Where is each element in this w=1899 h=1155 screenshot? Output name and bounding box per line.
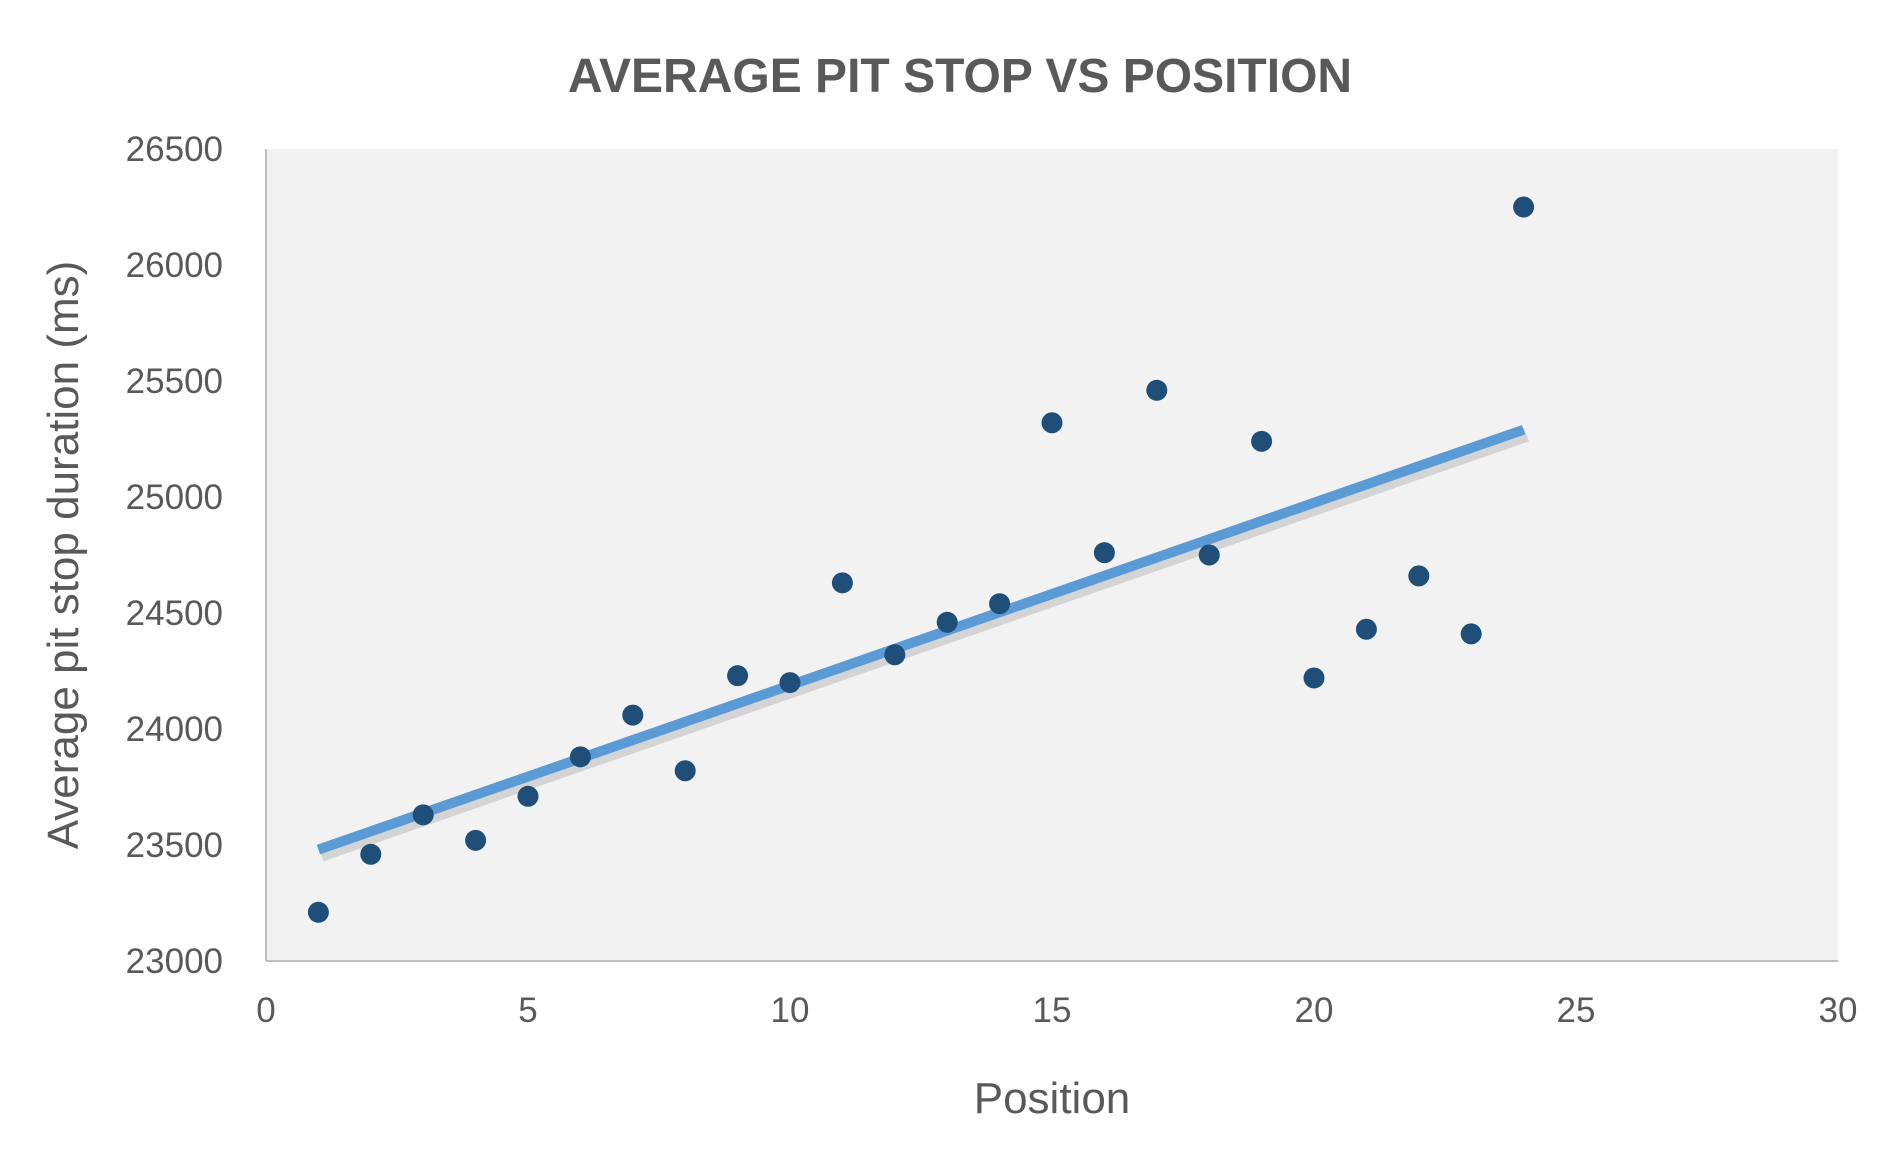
y-tick-label: 25500 [126,362,223,401]
data-point [1251,430,1273,452]
data-point [674,760,696,782]
data-point [412,804,434,826]
data-point [1041,412,1063,434]
data-points-layer [307,196,1535,923]
data-point [727,665,749,687]
data-point [360,843,382,865]
x-axis-ticks: 0 5 10 15 20 25 30 [256,991,1857,1030]
x-tick-label: 30 [1819,991,1858,1030]
data-point [1355,618,1377,640]
trendline-layer [316,424,1529,862]
data-point [1093,542,1115,564]
data-point [831,572,853,594]
y-tick-label: 23500 [126,826,223,865]
y-axis-ticks: 23000 23500 24000 24500 25000 25500 26000 26500 [126,130,223,981]
data-point [779,672,801,694]
x-tick-label: 5 [518,991,537,1030]
data-point [1460,623,1482,645]
data-point [1198,544,1220,566]
y-tick-label: 24000 [126,710,223,749]
x-axis-title: Position [974,1074,1131,1123]
data-point [307,901,329,923]
x-tick-label: 0 [256,991,275,1030]
data-point [569,746,591,768]
y-tick-label: 25000 [126,478,223,517]
x-tick-label: 25 [1557,991,1596,1030]
data-point [936,611,958,633]
y-tick-label: 26000 [126,246,223,285]
data-point [1513,196,1535,218]
x-tick-label: 20 [1295,991,1334,1030]
data-point [989,593,1011,615]
x-tick-label: 10 [771,991,810,1030]
plot-area [266,149,1838,961]
trendline [316,424,1526,855]
trendline-shadow [319,428,1529,862]
y-axis-title: Average pit stop duration (ms) [39,261,88,850]
data-point [1408,565,1430,587]
data-point [1146,379,1168,401]
y-tick-label: 24500 [126,594,223,633]
y-tick-label: 23000 [126,942,223,981]
data-point [622,704,644,726]
data-point [884,644,906,666]
y-tick-label: 26500 [126,130,223,169]
data-point [465,829,487,851]
x-tick-label: 15 [1033,991,1072,1030]
data-point [517,785,539,807]
data-point [1303,667,1325,689]
chart-title: AVERAGE PIT STOP VS POSITION [568,50,1352,103]
